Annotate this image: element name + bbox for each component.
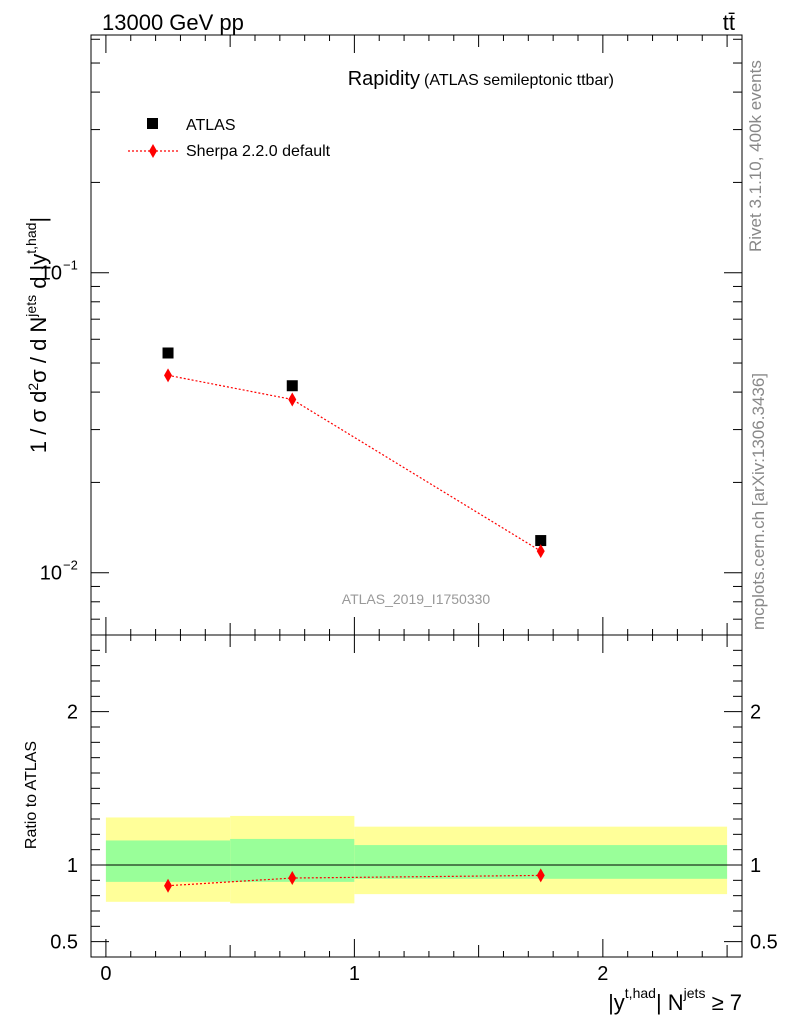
ratio-y-axis-label: Ratio to ATLAS bbox=[23, 741, 40, 849]
ratio-ticks: 0 1 2 0.5 0.5 1 1 2 2 bbox=[50, 635, 778, 985]
sherpa-point bbox=[536, 544, 545, 559]
main-y-tick-exponent: −2 bbox=[63, 558, 78, 573]
atlas-point bbox=[286, 380, 298, 392]
main-panel: Rapidity (ATLAS semileptonic ttbar) ATLA… bbox=[23, 34, 743, 636]
main-y-tick-exponent: −1 bbox=[63, 258, 78, 273]
legend-sherpa-label: Sherpa 2.2.0 default bbox=[186, 143, 331, 160]
main-y-tick-label: 10 bbox=[40, 263, 62, 285]
ratio-y-tick-label-right: 2 bbox=[750, 702, 761, 724]
legend: ATLAS Sherpa 2.2.0 default bbox=[128, 117, 331, 160]
ratio-y-tick-label-left: 2 bbox=[67, 702, 78, 724]
main-title: Rapidity bbox=[348, 68, 420, 90]
sherpa-point bbox=[164, 368, 173, 383]
ratio-x-tick-label: 0 bbox=[100, 963, 111, 985]
ratio-y-tick-label-left: 0.5 bbox=[50, 932, 78, 954]
main-y-ticks: 10−110−2 bbox=[40, 35, 742, 635]
main-data-marks bbox=[162, 347, 547, 559]
atlas-point bbox=[162, 347, 174, 359]
legend-atlas-label: ATLAS bbox=[186, 117, 236, 134]
x-axis-label: |yt,had| Njets ≥ 7 bbox=[608, 985, 742, 1015]
rivet-label: Rivet 3.1.10, 400k events bbox=[746, 60, 765, 252]
stat-uncertainty-band bbox=[105, 840, 231, 882]
main-subtitle: (ATLAS semileptonic ttbar) bbox=[424, 72, 614, 89]
ratio-bands bbox=[105, 815, 728, 904]
ratio-sherpa-point bbox=[288, 871, 297, 886]
sherpa-line bbox=[167, 374, 542, 552]
energy-label: 13000 GeV pp bbox=[102, 10, 244, 35]
analysis-id: ATLAS_2019_I1750330 bbox=[342, 591, 491, 607]
main-y-tick-label: 10 bbox=[40, 563, 62, 585]
atlas-point bbox=[535, 535, 547, 547]
ratio-y-tick-label-left: 1 bbox=[67, 855, 78, 877]
legend-sherpa-marker bbox=[149, 144, 157, 158]
sherpa-point bbox=[288, 392, 297, 407]
process-label: tt̄ bbox=[723, 10, 735, 35]
ratio-sherpa-point bbox=[164, 878, 173, 893]
ratio-frame bbox=[90, 634, 743, 958]
ratio-x-tick-label: 1 bbox=[349, 963, 360, 985]
ratio-data-marks bbox=[164, 868, 545, 893]
mcplots-label: mcplots.cern.ch [arXiv:1306.3436] bbox=[749, 373, 768, 630]
legend-atlas-marker bbox=[147, 118, 158, 129]
ratio-y-tick-label-right: 0.5 bbox=[750, 932, 778, 954]
ratio-y-tick-label-right: 1 bbox=[750, 855, 761, 877]
ratio-panel: 0 1 2 0.5 0.5 1 1 2 2 Ratio to ATLAS |yt,had| Nj… bbox=[23, 634, 778, 1015]
main-y-axis-label: 1 / σ d2σ / d Njets d |yt,had| bbox=[23, 217, 51, 453]
ratio-sherpa-point bbox=[536, 868, 545, 883]
ratio-x-tick-label: 2 bbox=[597, 963, 608, 985]
